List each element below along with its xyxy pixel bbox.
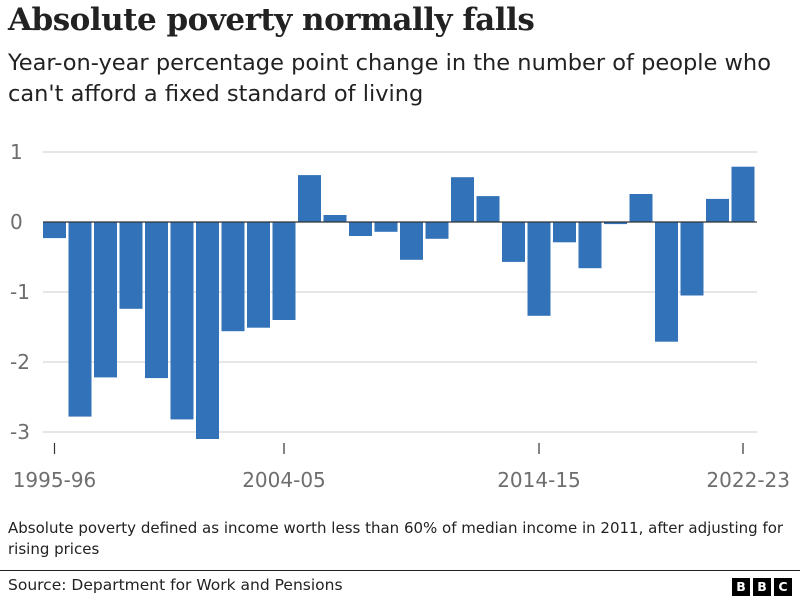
bar	[527, 222, 551, 316]
bar	[476, 196, 500, 222]
y-tick-label: -2	[10, 350, 30, 374]
bar	[731, 166, 755, 222]
bar	[196, 222, 219, 439]
bar	[400, 222, 423, 260]
bar	[451, 177, 474, 222]
bar	[221, 222, 245, 332]
x-axis-ticks: 1995-96 2004-05 2014-15 2022-23	[13, 443, 790, 492]
bar	[247, 222, 270, 328]
x-tick-label: 2014-15	[497, 468, 581, 492]
y-tick-label: -3	[10, 420, 30, 444]
chart-title: Absolute poverty normally falls	[8, 2, 535, 38]
x-tick-label: 1995-96	[13, 468, 97, 492]
bar	[68, 222, 92, 417]
bbc-logo: B B C	[732, 578, 792, 596]
x-tick-label: 2022-23	[706, 468, 790, 492]
bar	[553, 222, 576, 243]
bar	[145, 222, 168, 379]
bar	[43, 222, 66, 239]
y-tick-label: 1	[10, 140, 23, 164]
bar	[706, 198, 729, 222]
bar	[604, 222, 627, 225]
y-tick-label: 0	[10, 210, 23, 234]
bbc-logo-block-2: B	[753, 578, 771, 596]
bar	[655, 222, 678, 342]
bar-chart: 1 0 -1 -2 -3 1995-96 2004-05 2014-15 2022-23	[10, 140, 790, 492]
bar	[170, 222, 194, 420]
bar	[272, 222, 296, 320]
bar	[94, 222, 117, 378]
footer-divider	[0, 570, 800, 571]
bar	[374, 222, 398, 232]
bar	[425, 222, 449, 239]
bbc-logo-block-3: C	[774, 578, 792, 596]
bar	[298, 175, 321, 222]
x-tick-label: 2004-05	[242, 468, 326, 492]
bar	[629, 194, 653, 222]
bars	[43, 166, 755, 439]
bar	[323, 215, 347, 222]
bar	[119, 222, 143, 309]
bar	[578, 222, 602, 269]
bar	[349, 222, 372, 236]
bar	[680, 222, 704, 296]
chart-subtitle: Year-on-year percentage point change in …	[8, 50, 771, 107]
footnote: Absolute poverty defined as income worth…	[8, 519, 784, 558]
y-tick-label: -1	[10, 280, 30, 304]
y-axis-tick-labels: 1 0 -1 -2 -3	[10, 140, 30, 444]
source-text: Source: Department for Work and Pensions	[8, 576, 343, 594]
bar	[502, 222, 525, 262]
bbc-logo-block-1: B	[732, 578, 750, 596]
